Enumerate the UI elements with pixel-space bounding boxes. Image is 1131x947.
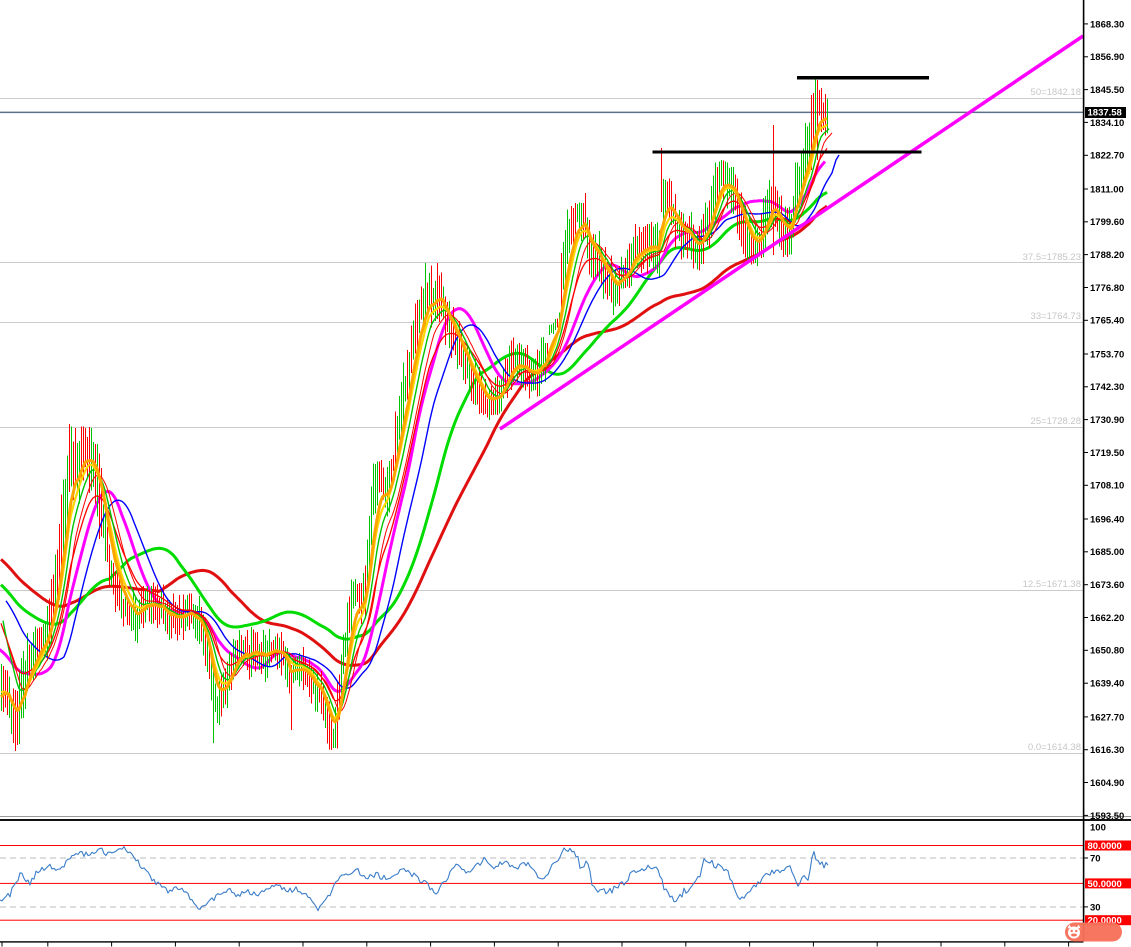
svg-text:12.5=1671.38: 12.5=1671.38 [1023, 579, 1081, 590]
svg-text:100: 100 [1090, 822, 1106, 833]
svg-text:70: 70 [1090, 853, 1101, 864]
svg-text:1765.40: 1765.40 [1090, 316, 1124, 327]
svg-text:1753.70: 1753.70 [1090, 349, 1124, 360]
svg-text:1708.10: 1708.10 [1090, 481, 1124, 492]
svg-text:1788.20: 1788.20 [1090, 250, 1124, 261]
svg-text:1662.20: 1662.20 [1090, 613, 1124, 624]
svg-text:1730.90: 1730.90 [1090, 415, 1124, 426]
svg-text:1627.70: 1627.70 [1090, 712, 1124, 723]
svg-text:1639.40: 1639.40 [1090, 679, 1124, 690]
svg-text:30: 30 [1090, 902, 1101, 913]
svg-text:1822.70: 1822.70 [1090, 151, 1124, 162]
svg-text:1868.30: 1868.30 [1090, 19, 1124, 30]
svg-text:37.5=1785.23: 37.5=1785.23 [1023, 252, 1081, 263]
svg-text:33=1764.73: 33=1764.73 [1031, 311, 1081, 322]
svg-text:1685.00: 1685.00 [1090, 547, 1124, 558]
svg-text:1799.60: 1799.60 [1090, 217, 1124, 228]
svg-text:50.0000: 50.0000 [1088, 879, 1122, 890]
svg-text:1837.58: 1837.58 [1088, 108, 1122, 119]
svg-text:0.0=1614.38: 0.0=1614.38 [1028, 742, 1081, 753]
svg-text:25=1728.28: 25=1728.28 [1031, 416, 1081, 427]
svg-text:1696.40: 1696.40 [1090, 514, 1124, 525]
svg-text:1673.60: 1673.60 [1090, 580, 1124, 591]
svg-text:20.0000: 20.0000 [1088, 916, 1122, 927]
svg-text:1742.30: 1742.30 [1090, 382, 1124, 393]
svg-text:80.0000: 80.0000 [1088, 841, 1122, 852]
svg-text:1616.30: 1616.30 [1090, 745, 1124, 756]
svg-text:1845.50: 1845.50 [1090, 85, 1124, 96]
svg-text:1719.50: 1719.50 [1090, 448, 1124, 459]
svg-text:1593.50: 1593.50 [1090, 811, 1124, 822]
svg-text:1604.90: 1604.90 [1090, 778, 1124, 789]
svg-text:1650.80: 1650.80 [1090, 646, 1124, 657]
svg-text:50=1842.18: 50=1842.18 [1031, 87, 1081, 98]
svg-text:1856.90: 1856.90 [1090, 52, 1124, 63]
svg-text:1811.00: 1811.00 [1090, 184, 1124, 195]
svg-text:1776.80: 1776.80 [1090, 283, 1124, 294]
svg-text:1834.10: 1834.10 [1090, 118, 1124, 129]
